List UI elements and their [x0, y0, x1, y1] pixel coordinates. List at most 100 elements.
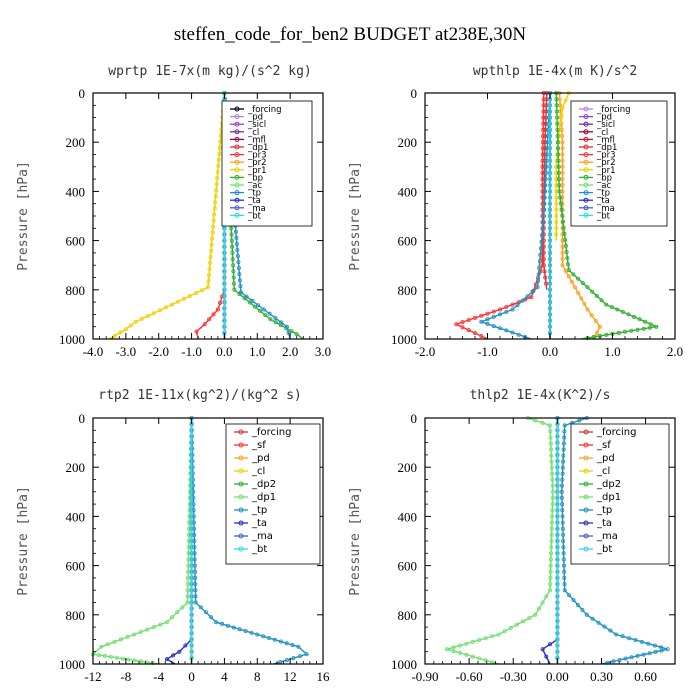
data-point — [542, 201, 547, 206]
data-point — [560, 244, 565, 249]
legend-marker — [583, 429, 589, 435]
data-point — [548, 226, 553, 231]
data-point — [457, 643, 462, 648]
data-point — [554, 207, 559, 212]
series-group — [454, 91, 659, 340]
data-point — [548, 103, 553, 108]
data-point — [554, 201, 559, 206]
data-point — [133, 319, 138, 324]
x-tick-label: 0.30 — [590, 669, 613, 684]
data-point — [540, 183, 545, 188]
data-point — [479, 333, 484, 338]
data-point — [193, 588, 198, 593]
data-point — [566, 274, 571, 279]
data-point — [556, 158, 561, 163]
data-point — [548, 158, 553, 163]
data-point — [555, 575, 560, 580]
data-point — [230, 250, 235, 255]
data-point — [222, 281, 227, 286]
data-point — [284, 324, 289, 329]
panel-title: rtp2 1E-11x(kg^2)/(kg^2 s) — [98, 388, 302, 403]
data-point — [189, 643, 194, 648]
data-point — [540, 420, 545, 425]
legend-marker — [583, 546, 589, 552]
data-point — [623, 329, 628, 334]
data-point — [548, 312, 553, 317]
data-point — [648, 325, 653, 330]
data-point — [194, 329, 199, 334]
chart-panel-2: wpthlp 1E-4x(m K)/s^2 Pressure [hPa] -2.0 -… — [348, 64, 683, 359]
data-point — [491, 309, 496, 314]
data-point — [504, 304, 509, 309]
data-point — [559, 495, 564, 500]
x-tick-label: -4.0 — [83, 344, 104, 359]
legend-label: _dp2 — [251, 479, 276, 490]
legend-label: _pr2 — [596, 158, 616, 168]
legend-marker — [234, 159, 240, 165]
legend-label: _bp — [247, 173, 263, 183]
data-point — [560, 158, 565, 163]
y-tick-label: 400 — [398, 184, 418, 199]
data-point — [563, 237, 568, 242]
legend-marker — [583, 167, 589, 173]
data-point — [543, 183, 548, 188]
data-point — [529, 295, 534, 300]
data-point — [555, 121, 560, 126]
data-point — [548, 642, 553, 647]
data-point — [560, 140, 565, 145]
data-point — [560, 170, 565, 175]
data-point — [543, 121, 548, 126]
data-point — [541, 97, 546, 102]
data-point — [548, 170, 553, 175]
y-tick-label: 800 — [66, 608, 86, 623]
data-point — [451, 649, 456, 654]
data-point — [189, 495, 194, 500]
legend-label: _dp1 — [596, 143, 617, 153]
data-point — [185, 588, 190, 593]
data-point — [555, 612, 560, 617]
legend-marker — [583, 468, 589, 474]
data-point — [562, 575, 567, 580]
legend-label: _pr3 — [596, 151, 616, 161]
data-point — [177, 649, 182, 654]
legend-label: _ma — [596, 531, 618, 542]
data-point — [454, 322, 459, 327]
data-point — [279, 320, 284, 325]
data-point — [548, 201, 553, 206]
data-point — [555, 545, 560, 550]
legend-marker — [238, 533, 244, 539]
legend-label: _cl — [251, 466, 265, 477]
data-point — [550, 502, 555, 507]
data-point — [222, 269, 227, 274]
data-point — [556, 146, 561, 151]
data-point — [189, 508, 194, 513]
y-tick-label: 600 — [66, 234, 86, 249]
legend-label: _tp — [596, 505, 612, 516]
data-point — [189, 551, 194, 556]
data-point — [555, 582, 560, 587]
data-point — [555, 140, 560, 145]
data-point — [97, 653, 102, 658]
y-tick-label: 0 — [79, 86, 86, 101]
data-point — [514, 622, 519, 627]
data-point — [252, 304, 257, 309]
data-point — [577, 418, 582, 423]
data-point — [590, 616, 595, 621]
x-tick-label: -1.0 — [477, 344, 498, 359]
data-point — [189, 446, 194, 451]
data-point — [540, 256, 545, 261]
data-point — [181, 296, 186, 301]
data-point — [151, 625, 156, 630]
data-point — [548, 429, 553, 434]
data-point — [222, 275, 227, 280]
x-tick-label: -12 — [84, 669, 101, 684]
legend-label: _bt — [596, 544, 612, 555]
data-point — [548, 250, 553, 255]
data-point — [560, 526, 565, 531]
data-point — [555, 459, 560, 464]
data-point — [548, 441, 553, 446]
data-point — [615, 307, 620, 312]
data-point — [99, 644, 104, 649]
data-point — [555, 600, 560, 605]
data-point — [209, 248, 214, 253]
